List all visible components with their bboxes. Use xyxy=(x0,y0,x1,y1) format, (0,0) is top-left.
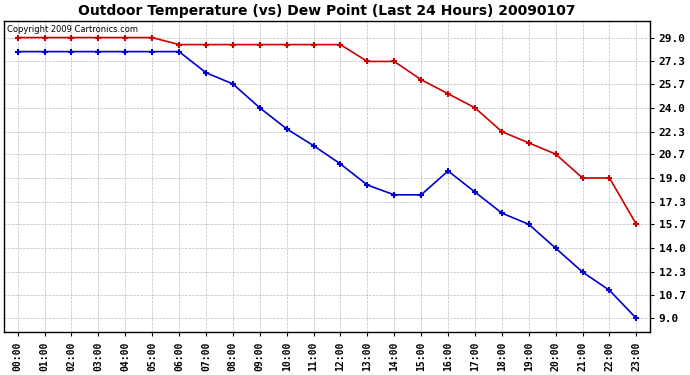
Title: Outdoor Temperature (vs) Dew Point (Last 24 Hours) 20090107: Outdoor Temperature (vs) Dew Point (Last… xyxy=(78,4,575,18)
Text: Copyright 2009 Cartronics.com: Copyright 2009 Cartronics.com xyxy=(8,26,139,34)
